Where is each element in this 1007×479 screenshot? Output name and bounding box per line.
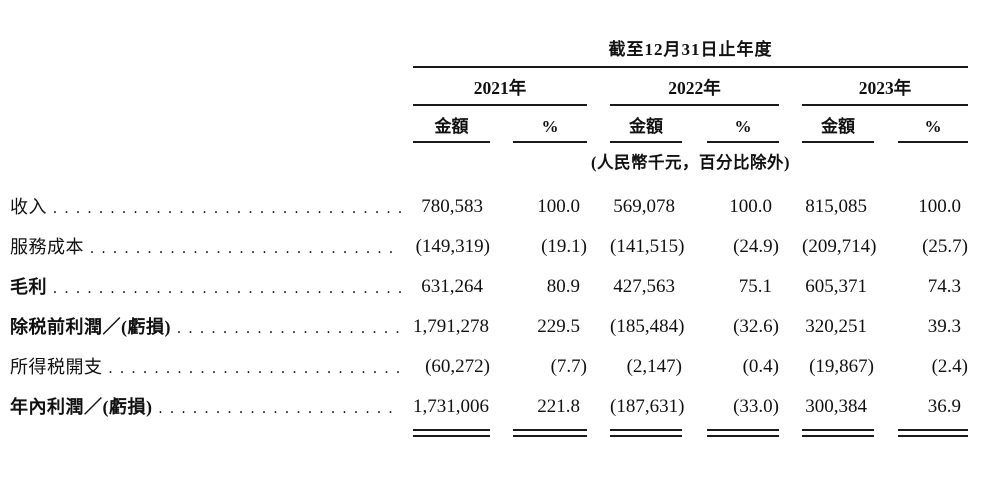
table-row: 收入 780,583 100.0 569,078 100.0 815,085 1… [0, 187, 1007, 227]
row-label-cell: 年內利潤／(虧損) [0, 387, 403, 427]
amount-cell-2022: (185,484) [610, 316, 685, 337]
period-header-title: 截至12月31日止年度 [608, 40, 773, 59]
amount-cell-2022: (2,147) [626, 356, 682, 377]
year-header-2021: 2021年 [413, 68, 587, 106]
leader-dots [177, 309, 401, 347]
amount-cell-2022: 569,078 [613, 196, 675, 217]
percent-cell-2023: (2.4) [931, 356, 968, 377]
amount-cell-2022: (187,631) [610, 396, 685, 417]
amount-cell-2023: 320,251 [805, 316, 867, 337]
double-rule-percent-2021 [513, 429, 587, 437]
double-rule-percent-2022 [707, 429, 779, 437]
amount-cell-2022: 427,563 [613, 276, 675, 297]
units-note: (人民幣千元，百分比除外) [591, 153, 790, 172]
amount-cell-2021: 1,791,278 [413, 316, 489, 337]
year-label-2022: 2022年 [668, 78, 721, 98]
percent-cell-2023: 74.3 [927, 276, 961, 297]
row-label-cell: 所得税開支 [0, 347, 403, 387]
amount-cell-2023: (19,867) [809, 356, 874, 377]
amount-cell-2021: 780,583 [421, 196, 483, 217]
amount-header-2021: 金額 [413, 106, 490, 143]
amount-cell-2021: 631,264 [421, 276, 483, 297]
percent-cell-2023: 36.9 [927, 396, 961, 417]
year-header-row: 2021年 2022年 2023年 [0, 68, 1007, 106]
amount-cell-2023: 605,371 [805, 276, 867, 297]
percent-cell-2021: (19.1) [541, 236, 587, 257]
row-label: 年內利潤／(虧損) [10, 397, 153, 417]
percent-cell-2022: (0.4) [742, 356, 779, 377]
year-label-2021: 2021年 [473, 78, 527, 98]
percent-cell-2022: (32.6) [733, 316, 779, 337]
double-rule-amount-2022 [610, 429, 682, 437]
row-label-cell: 除税前利潤／(虧損) [0, 307, 403, 347]
percent-cell-2021: 80.9 [546, 276, 580, 297]
row-label: 服務成本 [10, 237, 84, 257]
amount-cell-2021: 1,731,006 [413, 396, 489, 417]
amount-cell-2021: (149,319) [415, 236, 490, 257]
units-note-row: (人民幣千元，百分比除外) [0, 143, 1007, 179]
percent-cell-2023: (25.7) [922, 236, 968, 257]
row-label: 毛利 [10, 277, 47, 297]
percent-cell-2023: 100.0 [918, 196, 961, 217]
row-label: 除税前利潤／(虧損) [10, 317, 171, 337]
percent-cell-2021: 100.0 [537, 196, 580, 217]
amount-cell-2021: (60,272) [425, 356, 490, 377]
amount-header-2023: 金額 [802, 106, 874, 143]
percent-cell-2022: 75.1 [738, 276, 772, 297]
percent-header-2022: % [707, 106, 779, 143]
period-header-rule: 截至12月31日止年度 [413, 0, 968, 68]
amount-header-2022: 金額 [610, 106, 682, 143]
double-rule-percent-2023 [898, 429, 968, 437]
row-label: 收入 [10, 197, 47, 217]
percent-cell-2021: (7.7) [550, 356, 587, 377]
double-rule-amount-2021 [413, 429, 490, 437]
percent-cell-2022: 100.0 [729, 196, 772, 217]
table-row: 服務成本 (149,319) (19.1) (141,515) (24.9) (… [0, 227, 1007, 267]
row-label-cell: 收入 [0, 187, 403, 227]
amount-cell-2023: 300,384 [805, 396, 867, 417]
double-rule-amount-2023 [802, 429, 874, 437]
table-row: 所得税開支 (60,272) (7.7) (2,147) (0.4) (19,8… [0, 347, 1007, 387]
total-double-rule-row [0, 429, 1007, 437]
table-row: 毛利 631,264 80.9 427,563 75.1 605,371 74.… [0, 267, 1007, 307]
leader-dots [109, 349, 402, 387]
year-label-2023: 2023年 [858, 78, 912, 98]
percent-cell-2022: (24.9) [733, 236, 779, 257]
amount-cell-2022: (141,515) [610, 236, 685, 257]
percent-cell-2021: 229.5 [537, 316, 580, 337]
table-body: 收入 780,583 100.0 569,078 100.0 815,085 1… [0, 187, 1007, 427]
leader-dots [159, 389, 402, 427]
year-header-2022: 2022年 [610, 68, 779, 106]
row-label-cell: 服務成本 [0, 227, 403, 267]
table-row: 年內利潤／(虧損) 1,731,006 221.8 (187,631) (33.… [0, 387, 1007, 427]
leader-dots [90, 229, 401, 267]
amount-cell-2023: 815,085 [805, 196, 867, 217]
percent-cell-2022: (33.0) [733, 396, 779, 417]
percent-cell-2021: 221.8 [537, 396, 580, 417]
table-row: 除税前利潤／(虧損) 1,791,278 229.5 (185,484) (32… [0, 307, 1007, 347]
percent-cell-2023: 39.3 [927, 316, 961, 337]
percent-header-2021: % [513, 106, 587, 143]
amount-cell-2023: (209,714) [802, 236, 877, 257]
percent-header-2023: % [898, 106, 968, 143]
subheader-row: 金額 % 金額 % 金額 % [0, 106, 1007, 143]
row-label-cell: 毛利 [0, 267, 403, 307]
period-header-row: 截至12月31日止年度 [0, 0, 1007, 68]
year-header-2023: 2023年 [802, 68, 968, 106]
leader-dots [53, 269, 401, 307]
row-label: 所得税開支 [10, 357, 103, 377]
leader-dots [53, 189, 401, 227]
